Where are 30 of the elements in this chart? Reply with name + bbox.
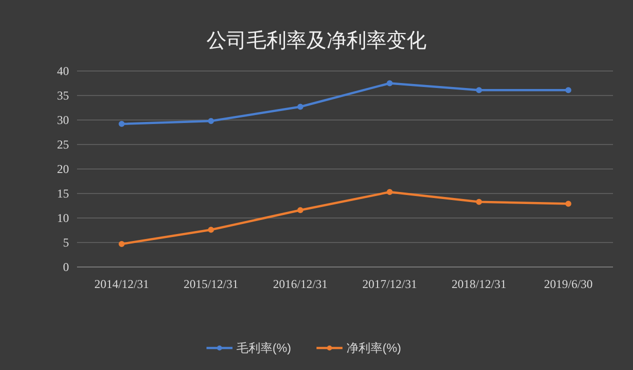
y-tick-label: 30 bbox=[57, 113, 69, 127]
point bbox=[208, 226, 214, 233]
y-tick-label: 0 bbox=[63, 260, 69, 274]
x-tick-label: 2019/6/30 bbox=[544, 277, 593, 291]
y-tick-label: 20 bbox=[57, 162, 69, 176]
x-tick-label: 2014/12/31 bbox=[94, 277, 150, 291]
legend-label: 毛利率(%) bbox=[236, 341, 292, 355]
point bbox=[297, 104, 304, 110]
y-tick-label: 15 bbox=[57, 186, 69, 200]
point bbox=[297, 207, 304, 214]
point bbox=[118, 120, 125, 127]
y-tick-label: 35 bbox=[57, 88, 69, 102]
x-tick-label: 2016/12/31 bbox=[272, 277, 328, 291]
point bbox=[476, 198, 482, 205]
y-tick-label: 40 bbox=[57, 64, 69, 78]
y-tick-label: 25 bbox=[57, 138, 69, 152]
point bbox=[118, 240, 125, 247]
y-tick-label: 10 bbox=[57, 211, 69, 225]
x-tick-label: 2018/12/31 bbox=[452, 277, 506, 291]
x-tick-label: 2017/12/31 bbox=[362, 277, 418, 291]
y-tick-label: 5 bbox=[63, 236, 69, 250]
point bbox=[476, 87, 482, 94]
point bbox=[565, 200, 572, 207]
point bbox=[208, 118, 214, 124]
point bbox=[386, 189, 393, 196]
legend-label: 净利率(%) bbox=[346, 341, 402, 355]
x-tick-label: 2015/12/31 bbox=[184, 277, 238, 291]
point bbox=[565, 87, 572, 94]
chart-title: 公司毛利率及净利率变化 bbox=[206, 30, 426, 52]
point bbox=[386, 80, 393, 86]
